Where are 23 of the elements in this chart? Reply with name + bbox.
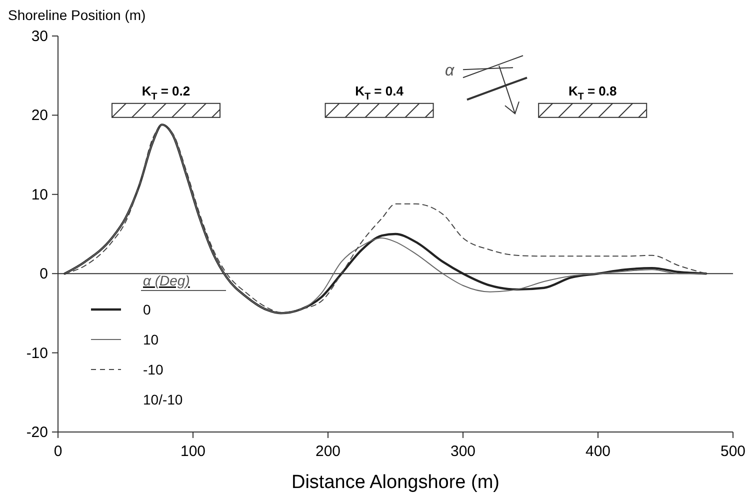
x-tick-label: 500 (720, 443, 746, 460)
x-tick-label: 100 (180, 443, 206, 460)
annotation: α (445, 62, 455, 80)
y-tick-label: 0 (40, 266, 48, 283)
annotation: K$_{T}$ = 0.2 (142, 83, 190, 102)
x-axis-title: Distance Alongshore (m) (291, 472, 500, 493)
annotation: 10/-10 (143, 391, 183, 408)
y-tick-label: 20 (31, 107, 48, 124)
y-tick-label: -20 (26, 424, 48, 441)
x-tick-label: 300 (450, 443, 476, 460)
annotation: K$_{T}$ = 0.4 (355, 83, 404, 102)
y-tick-label: 30 (31, 28, 48, 45)
x-tick-label: 0 (54, 443, 62, 460)
legend-label: -10 (143, 361, 164, 378)
annotation: K$_{T}$ = 0.8 (568, 83, 617, 102)
x-tick-label: 400 (585, 443, 611, 460)
legend-label: 10 (143, 331, 159, 348)
legend-label: 0 (143, 301, 151, 318)
y-tick-label: 10 (31, 186, 48, 204)
x-tick-label: 200 (315, 443, 341, 460)
legend-title: α (Deg) (143, 272, 190, 288)
y-axis-title: Shoreline Position (m) (8, 7, 146, 23)
y-tick-label: -10 (26, 344, 48, 362)
